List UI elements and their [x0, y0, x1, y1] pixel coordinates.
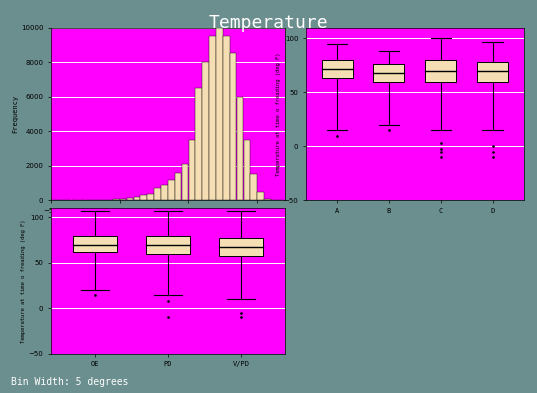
Bar: [161, 185, 168, 200]
Bar: [134, 197, 140, 200]
Bar: [373, 64, 404, 82]
Bar: [188, 140, 195, 200]
Bar: [120, 199, 126, 200]
Bar: [168, 180, 175, 200]
Y-axis label: Temperature at time o freading (deg F): Temperature at time o freading (deg F): [21, 219, 26, 343]
Text: Bin Width: 5 degrees: Bin Width: 5 degrees: [11, 377, 128, 387]
Bar: [250, 174, 257, 200]
Bar: [257, 192, 264, 200]
Bar: [219, 238, 263, 255]
Bar: [182, 164, 188, 200]
Bar: [141, 195, 147, 200]
Bar: [195, 88, 202, 200]
Bar: [147, 193, 154, 200]
Bar: [202, 62, 209, 200]
Bar: [230, 53, 236, 200]
Bar: [154, 188, 161, 200]
Bar: [127, 198, 133, 200]
Y-axis label: Frequency: Frequency: [12, 95, 18, 133]
Bar: [175, 173, 182, 200]
Y-axis label: Temperature at time o freading (deg F): Temperature at time o freading (deg F): [276, 52, 281, 176]
Bar: [73, 235, 117, 252]
Bar: [146, 237, 190, 254]
Bar: [425, 60, 456, 82]
X-axis label: Temperature at time of reading (deg F): Temperature at time of reading (deg F): [97, 217, 239, 222]
Text: Temperature: Temperature: [209, 14, 328, 32]
Bar: [243, 140, 250, 200]
Bar: [216, 28, 223, 200]
Bar: [223, 36, 229, 200]
Bar: [264, 199, 271, 200]
Bar: [113, 199, 120, 200]
Bar: [237, 97, 243, 200]
Bar: [322, 60, 353, 78]
Bar: [209, 36, 216, 200]
Bar: [477, 62, 508, 82]
